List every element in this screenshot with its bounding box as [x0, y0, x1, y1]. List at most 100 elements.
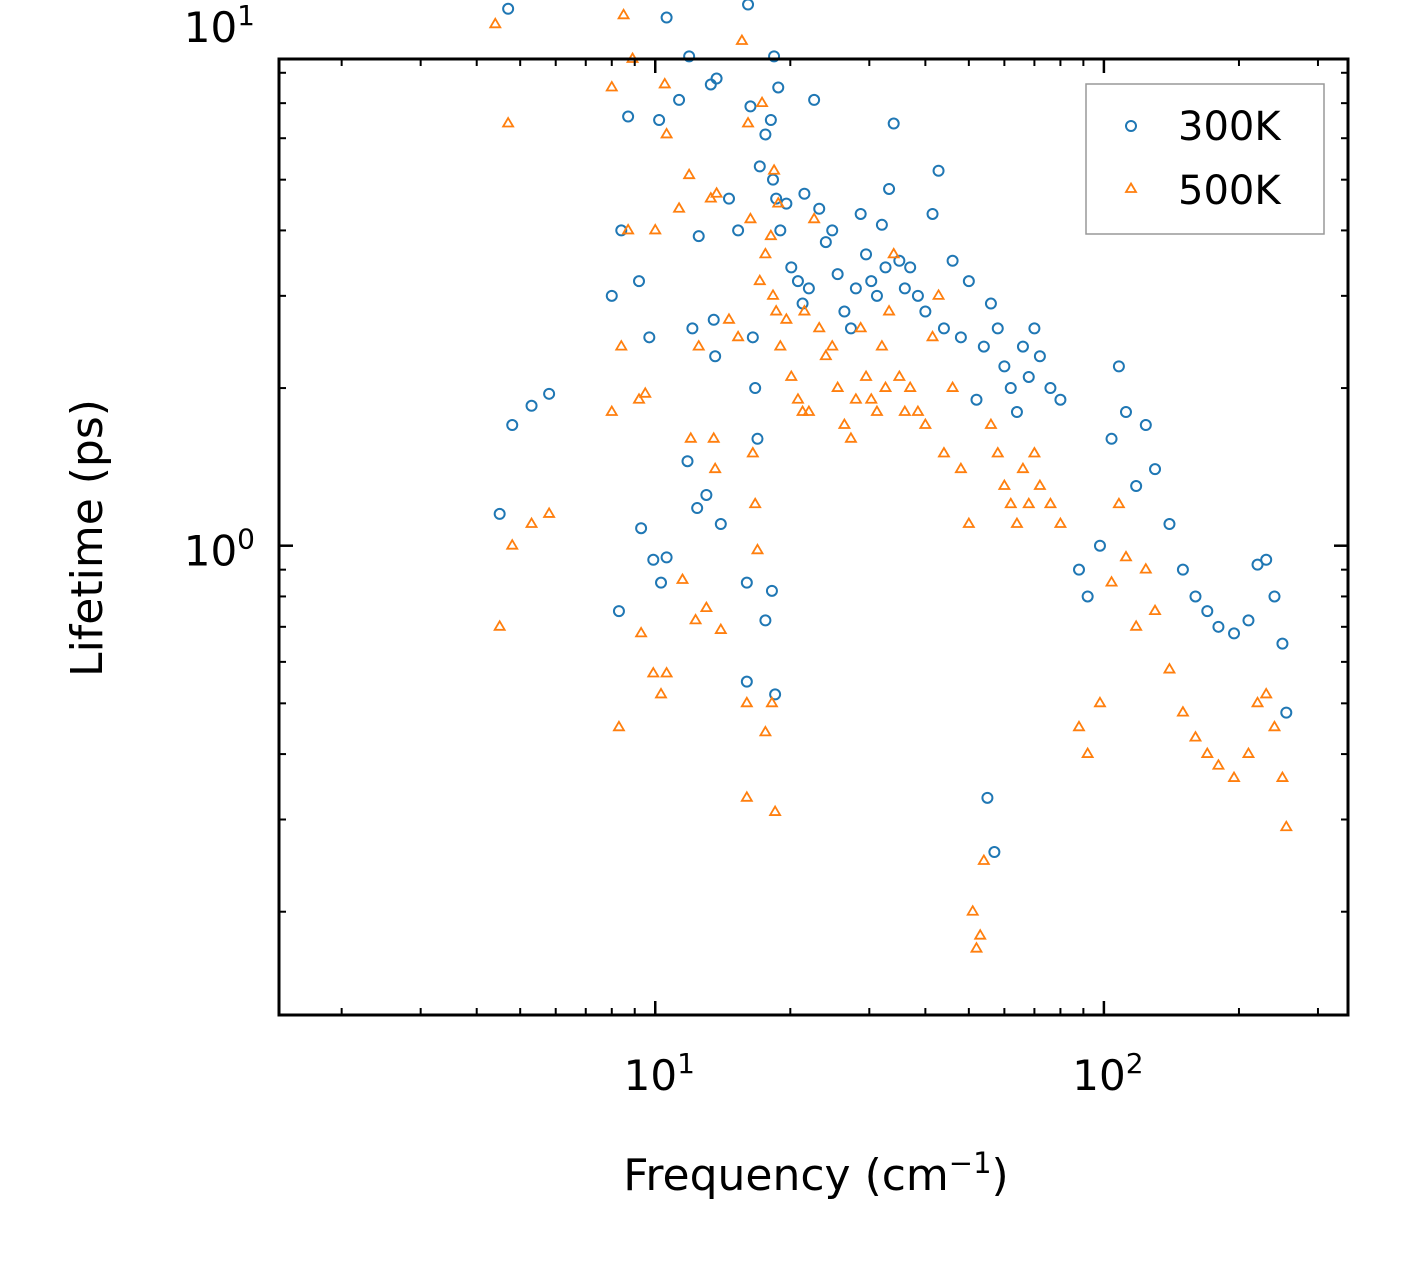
point-500k-19 — [621, 223, 635, 235]
legend: 300K 500K — [1085, 83, 1325, 235]
point-300k-78 — [860, 248, 873, 261]
point-500k-89 — [918, 417, 932, 429]
point-500k-95 — [962, 516, 976, 528]
point-500k-28 — [660, 666, 674, 678]
point-300k-35 — [700, 488, 713, 501]
point-300k-48 — [751, 432, 764, 445]
point-300k-91 — [932, 164, 945, 177]
point-300k-19 — [622, 110, 635, 123]
point-300k-94 — [954, 331, 967, 344]
point-500k-101 — [991, 446, 1005, 458]
point-500k-73 — [831, 380, 845, 392]
point-300k-112 — [1081, 590, 1094, 603]
point-300k-64 — [785, 261, 798, 274]
point-500k-47 — [748, 496, 762, 509]
point-500k-9 — [617, 8, 631, 20]
point-500k-58 — [769, 304, 783, 316]
point-500k-22 — [634, 626, 648, 638]
point-500k-17 — [614, 339, 628, 351]
point-300k-89 — [919, 305, 932, 318]
point-300k-38 — [707, 313, 720, 326]
point-300k-61 — [765, 584, 778, 597]
point-300k-69 — [808, 93, 821, 106]
point-500k-80 — [870, 404, 884, 416]
point-300k-131 — [1280, 706, 1293, 719]
point-500k-126 — [1241, 746, 1256, 758]
point-500k-11 — [605, 80, 619, 92]
point-500k-3 — [488, 17, 502, 29]
point-300k-74 — [838, 305, 851, 318]
point-300k-72 — [826, 224, 839, 237]
point-500k-48 — [750, 543, 765, 555]
point-500k-64 — [784, 369, 798, 381]
point-500k-44 — [741, 116, 755, 128]
point-300k-128 — [1260, 553, 1273, 566]
series-300k — [493, 0, 1293, 859]
point-300k-73 — [831, 268, 844, 281]
point-500k-56 — [771, 196, 785, 208]
point-500k-115 — [1112, 496, 1126, 509]
point-500k-123 — [1200, 746, 1214, 758]
point-300k-90 — [926, 207, 939, 220]
point-500k-30 — [682, 167, 696, 180]
point-300k-122 — [1189, 590, 1202, 603]
point-300k-42 — [732, 224, 745, 237]
point-300k-45 — [744, 100, 757, 113]
point-300k-29 — [673, 93, 686, 106]
point-300k-17 — [615, 224, 628, 237]
point-500k-94 — [954, 461, 968, 474]
point-500k-51 — [755, 95, 769, 108]
point-500k-61 — [765, 696, 779, 708]
point-500k-29 — [672, 201, 686, 213]
point-300k-75 — [844, 322, 857, 335]
point-500k-75 — [844, 431, 858, 443]
point-500k-43 — [735, 33, 749, 45]
point-500k-72 — [825, 339, 839, 351]
point-500k-129 — [1267, 720, 1282, 732]
point-300k-114 — [1105, 432, 1118, 445]
point-500k-60 — [758, 725, 772, 737]
point-300k-54 — [764, 114, 777, 127]
y-tick-label-base: 10 — [184, 3, 237, 52]
point-500k-93 — [946, 380, 960, 392]
point-500k-39 — [708, 461, 722, 474]
point-500k-104 — [1010, 516, 1024, 528]
point-500k-25 — [660, 127, 674, 139]
point-500k-35 — [699, 600, 713, 613]
x-tick-label-base: 10 — [624, 1051, 677, 1100]
point-300k-103 — [1016, 340, 1029, 353]
point-300k-37 — [710, 72, 723, 85]
point-500k-20 — [632, 392, 646, 404]
point-500k-42 — [731, 330, 745, 342]
point-300k-68 — [802, 282, 815, 295]
point-500k-5 — [501, 116, 515, 128]
point-300k-23 — [647, 553, 660, 566]
point-500k-45 — [743, 212, 758, 224]
point-300k-105 — [1028, 322, 1041, 335]
point-300k-104 — [1022, 370, 1035, 383]
point-300k-44 — [742, 0, 755, 11]
point-300k-49 — [740, 576, 753, 589]
point-500k-92 — [937, 446, 951, 458]
point-500k-127 — [1250, 696, 1265, 708]
point-500k-16 — [605, 404, 619, 416]
point-500k-87 — [903, 380, 917, 392]
point-300k-92 — [937, 322, 950, 335]
point-500k-71 — [819, 349, 833, 361]
point-300k-13 — [506, 419, 519, 432]
point-500k-55 — [767, 163, 781, 175]
point-300k-65 — [791, 275, 804, 288]
point-300k-52 — [759, 128, 772, 141]
legend-label-500k: 500K — [1178, 168, 1282, 214]
point-500k-52 — [758, 247, 772, 259]
point-300k-123 — [1201, 605, 1214, 618]
point-300k-107 — [1044, 382, 1057, 395]
point-300k-25 — [660, 11, 673, 24]
point-300k-30 — [683, 50, 696, 63]
point-300k-55 — [768, 50, 781, 63]
point-500k-84 — [887, 247, 901, 259]
point-500k-32 — [689, 613, 703, 625]
point-300k-102 — [1010, 406, 1023, 419]
